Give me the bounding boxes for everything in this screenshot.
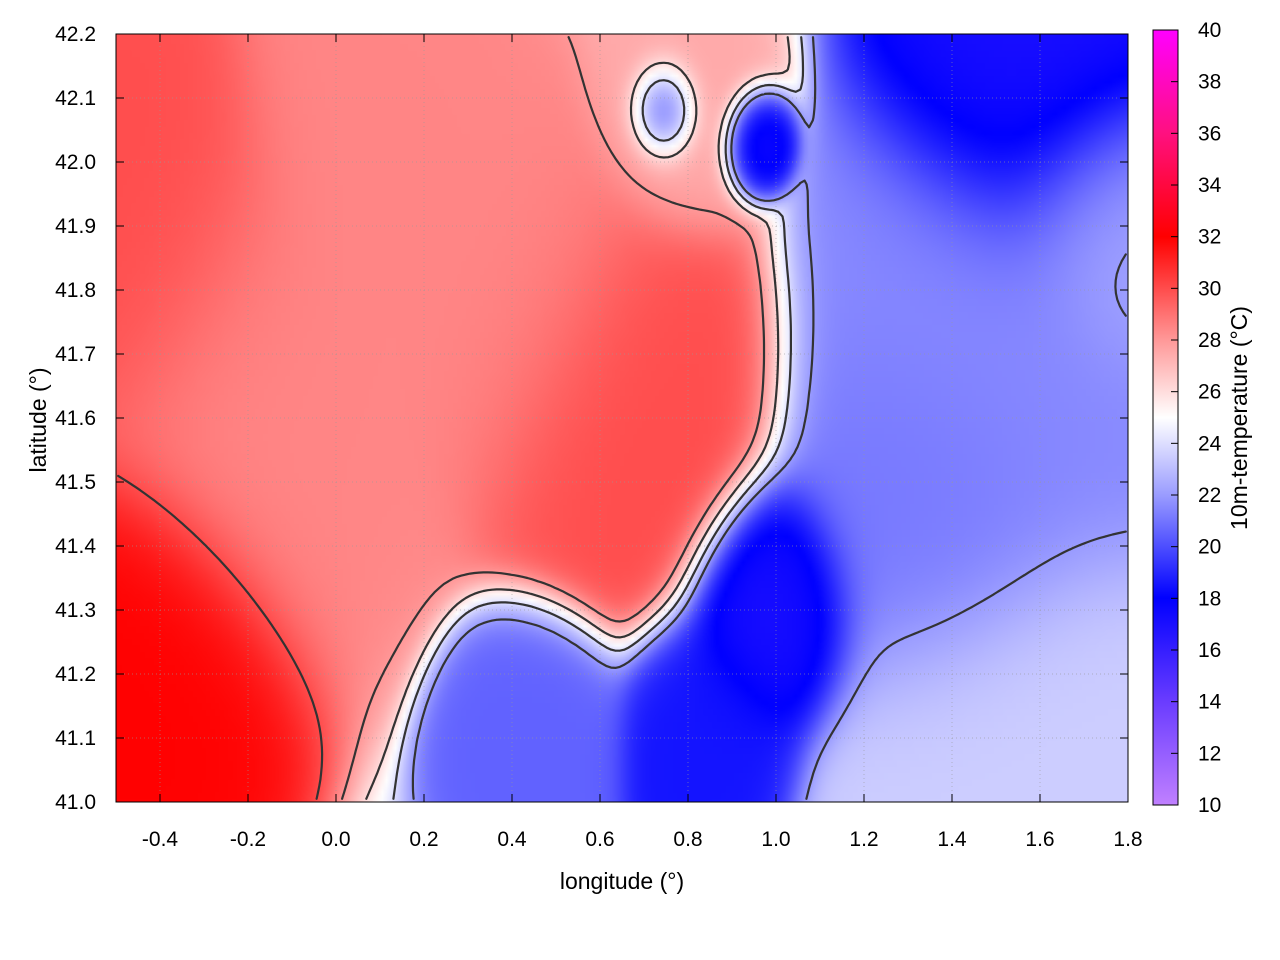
contour-line xyxy=(341,36,766,800)
y-tick-label: 41.8 xyxy=(55,279,96,302)
colorbar-tick-label: 38 xyxy=(1198,71,1221,94)
x-tick-label: 1.0 xyxy=(761,828,790,851)
y-tick-label: 41.3 xyxy=(55,599,96,622)
y-tick-label: 41.4 xyxy=(55,535,96,558)
grid xyxy=(116,33,1129,803)
colorbar-tick-label: 14 xyxy=(1198,691,1222,714)
colorbar-ticks: 10 12 14 16 18 20 22 24 26 28 30 32 34 36 38 40 xyxy=(1171,19,1222,817)
colorbar-tick-label: 20 xyxy=(1198,536,1221,559)
x-tick-label: 1.6 xyxy=(1025,828,1054,851)
y-tick-label: 41.5 xyxy=(55,471,96,494)
y-tick-label: 42.2 xyxy=(55,23,96,46)
y-tick-label: 42.1 xyxy=(55,87,96,110)
contour-lines xyxy=(117,36,1127,800)
contour-line xyxy=(411,36,1127,800)
colorbar-tick-label: 24 xyxy=(1198,432,1222,455)
colorbar-tick-label: 36 xyxy=(1198,122,1221,145)
x-tick-label: 1.8 xyxy=(1113,828,1142,851)
y-axis-label: latitude (°) xyxy=(25,367,51,472)
colorbar-tick-label: 16 xyxy=(1198,639,1221,662)
y-axis-ticks: 41.0 41.1 41.2 41.3 41.4 41.5 41.6 41.7 41.8 41.9… xyxy=(55,23,1128,814)
x-axis-label: longitude (°) xyxy=(560,868,684,894)
y-tick-label: 41.6 xyxy=(55,407,96,430)
colorbar-tick-label: 10 xyxy=(1198,794,1221,817)
x-axis-ticks: -0.4 -0.2 0.0 0.2 0.4 0.6 0.8 1.0 1.2 1.4 1.6 1.8 xyxy=(142,34,1143,851)
colorbar-label: 10m-temperature (°C) xyxy=(1226,306,1252,530)
y-tick-label: 41.7 xyxy=(55,343,96,366)
x-tick-label: -0.2 xyxy=(230,828,266,851)
x-tick-label: 0.8 xyxy=(673,828,702,851)
y-tick-label: 41.1 xyxy=(55,727,96,750)
x-tick-label: 0.0 xyxy=(321,828,350,851)
y-tick-label: 41.2 xyxy=(55,663,96,686)
colorbar-tick-label: 40 xyxy=(1198,19,1221,42)
colorbar-tick-label: 34 xyxy=(1198,174,1222,197)
x-tick-label: -0.4 xyxy=(142,828,179,851)
colorbar-tick-label: 26 xyxy=(1198,381,1221,404)
contour-line xyxy=(392,36,805,800)
x-tick-label: 1.2 xyxy=(849,828,878,851)
colorbar-tick-label: 30 xyxy=(1198,277,1221,300)
x-tick-label: 0.4 xyxy=(497,828,527,851)
colorbar-tick-label: 32 xyxy=(1198,226,1221,249)
colorbar-tick-label: 12 xyxy=(1198,742,1221,765)
x-tick-label: 0.2 xyxy=(409,828,438,851)
x-tick-label: 1.4 xyxy=(937,828,967,851)
colorbar-ramp xyxy=(1152,29,1179,806)
contour-line xyxy=(365,36,791,800)
colorbar-tick-label: 28 xyxy=(1198,329,1221,352)
y-tick-label: 42.0 xyxy=(55,151,96,174)
colorbar-tick-label: 18 xyxy=(1198,587,1221,610)
colorbar-tick-label: 22 xyxy=(1198,484,1221,507)
contour-line xyxy=(117,474,324,800)
x-tick-label: 0.6 xyxy=(585,828,614,851)
colorbar: 10 12 14 16 18 20 22 24 26 28 30 32 34 36 38 40 10m-tem… xyxy=(1152,19,1252,817)
y-tick-label: 41.0 xyxy=(55,791,96,814)
y-tick-label: 41.9 xyxy=(55,215,96,238)
